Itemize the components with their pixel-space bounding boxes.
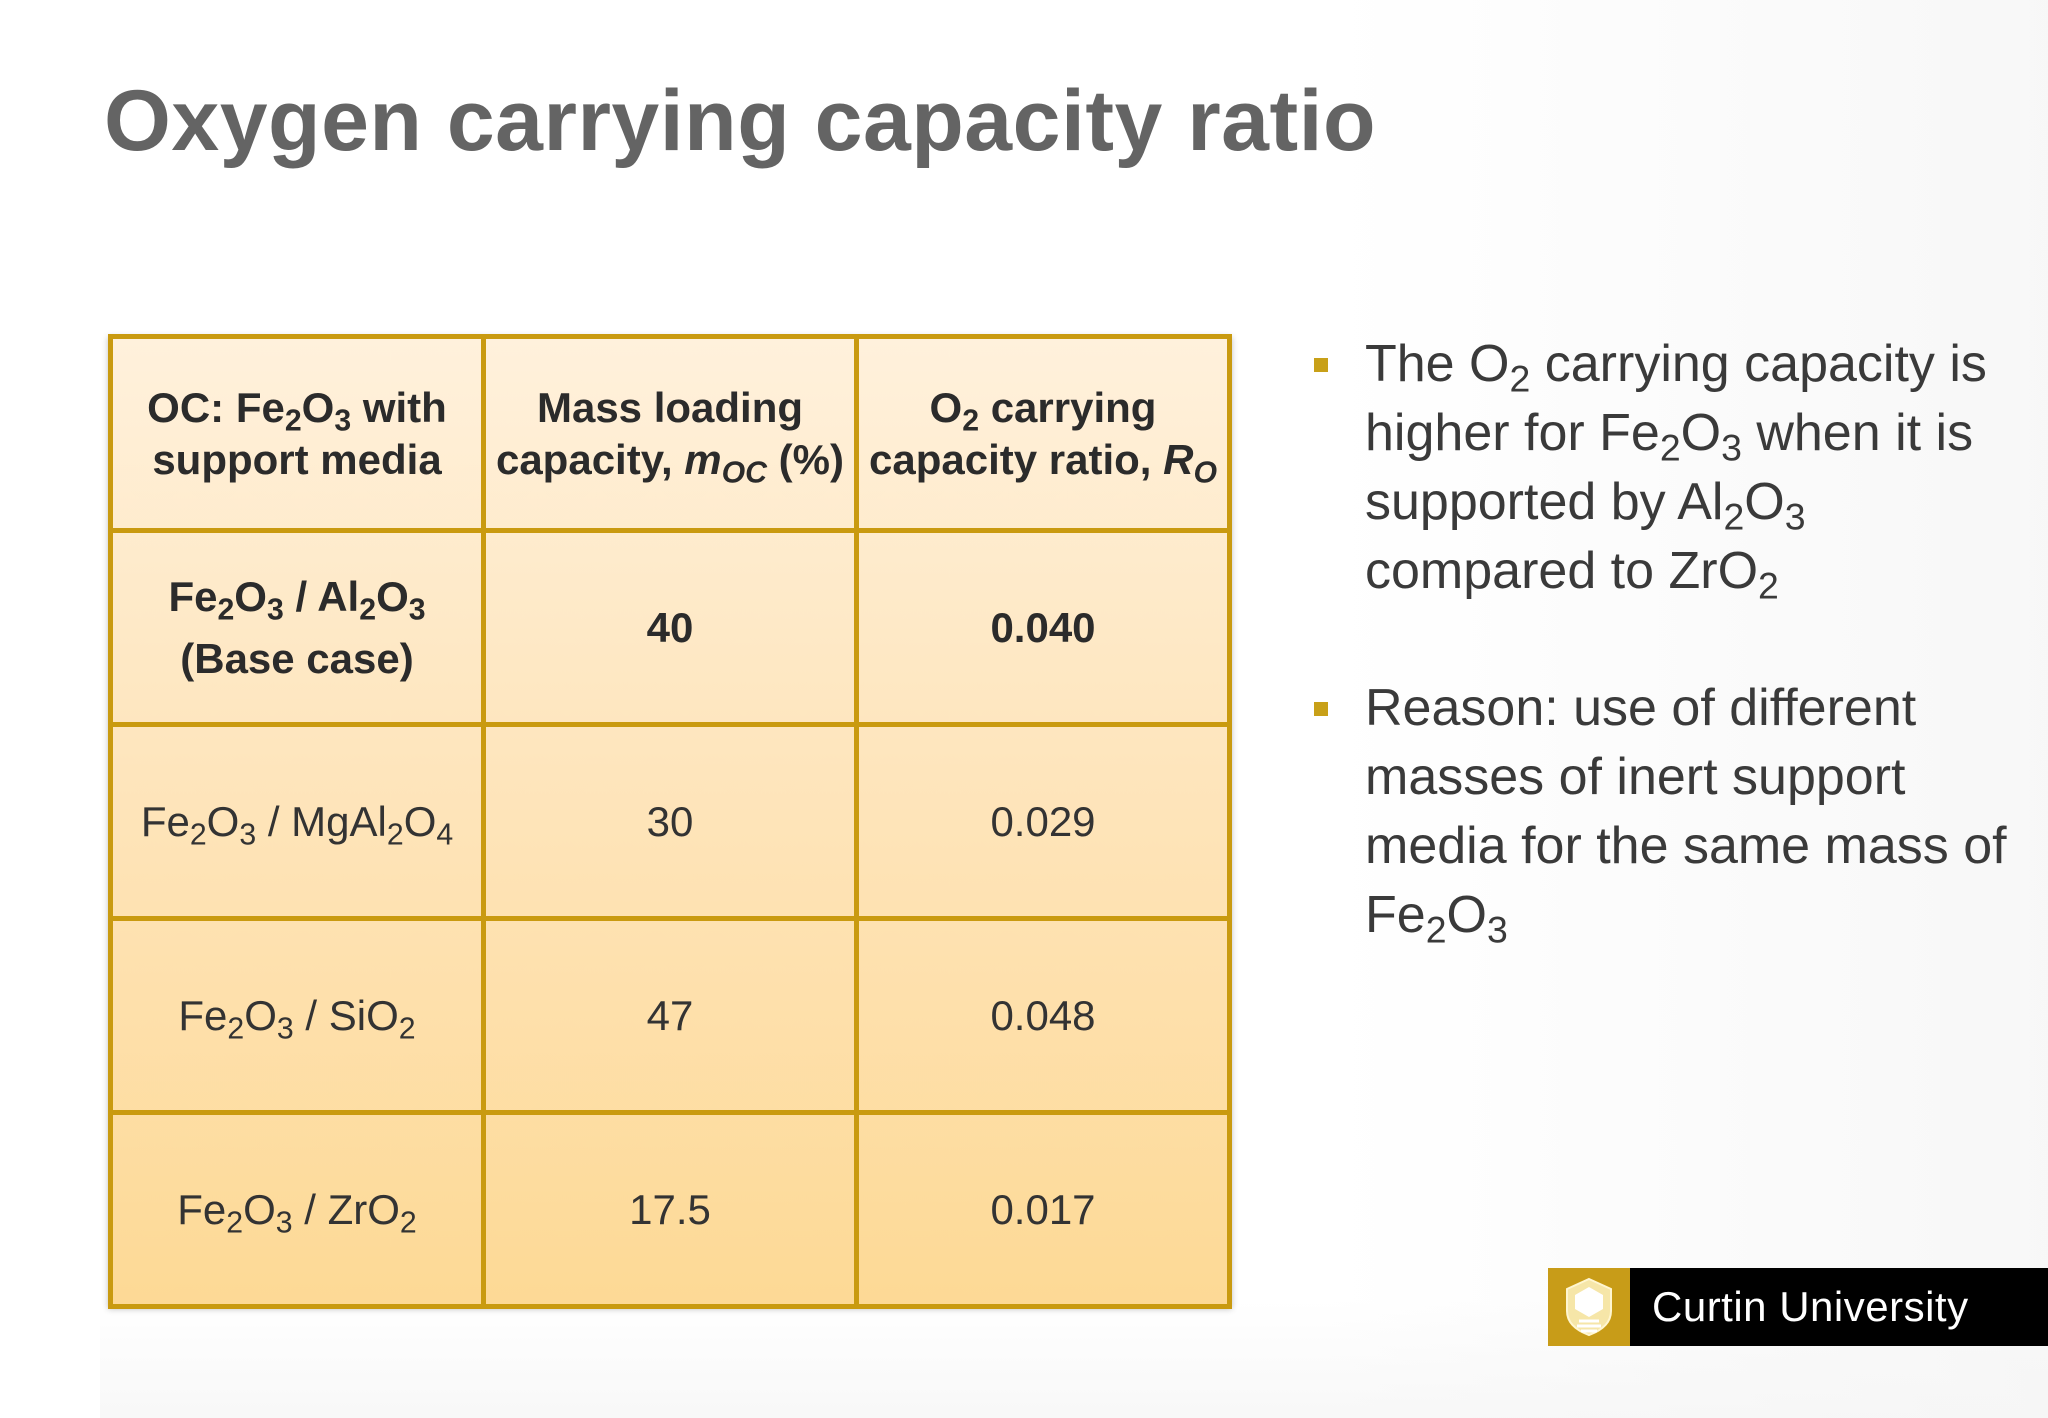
header-mass-loading: Mass loading capacity, mOC (%) <box>481 334 859 533</box>
cell-mass-loading: 30 <box>481 722 859 921</box>
data-table-container: OC: Fe2O3 with support media Mass loadin… <box>108 334 1232 1309</box>
table-row: Fe2O3 / MgAl2O4 30 0.029 <box>108 722 1232 921</box>
data-table: OC: Fe2O3 with support media Mass loadin… <box>108 334 1232 1309</box>
table-row: Fe2O3 / ZrO2 17.5 0.017 <box>108 1110 1232 1309</box>
square-bullet-icon <box>1314 702 1328 716</box>
slide-title: Oxygen carrying capacity ratio <box>104 73 1377 169</box>
header-o2-ratio: O2 carrying capacity ratio, RO <box>854 334 1232 533</box>
square-bullet-icon <box>1314 358 1328 372</box>
table-row: Fe2O3 / Al2O3 (Base case) 40 0.040 <box>108 528 1232 727</box>
curtin-university-logo: Curtin University <box>1548 1268 2048 1346</box>
cell-ratio: 0.040 <box>854 528 1232 727</box>
cell-ratio: 0.048 <box>854 916 1232 1115</box>
logo-text: Curtin University <box>1652 1283 1969 1330</box>
bullet-capacity-comparison: The O2 carrying capacity is higher for F… <box>1310 330 2010 606</box>
university-crest-icon <box>1548 1268 1630 1346</box>
cell-mass-loading: 17.5 <box>481 1110 859 1309</box>
cell-ratio: 0.029 <box>854 722 1232 921</box>
cell-mass-loading: 40 <box>481 528 859 727</box>
table-header-row: OC: Fe2O3 with support media Mass loadin… <box>108 334 1232 533</box>
header-oc-support-media: OC: Fe2O3 with support media <box>108 334 486 533</box>
bullet-reason: Reason: use of different masses of inert… <box>1310 674 2010 950</box>
bullet-list: The O2 carrying capacity is higher for F… <box>1310 330 2010 1018</box>
background-shade-right <box>1330 0 2048 1418</box>
cell-ratio: 0.017 <box>854 1110 1232 1309</box>
table-row: Fe2O3 / SiO2 47 0.048 <box>108 916 1232 1115</box>
cell-oc: Fe2O3 / Al2O3 (Base case) <box>108 528 486 727</box>
cell-oc: Fe2O3 / ZrO2 <box>108 1110 486 1309</box>
cell-oc: Fe2O3 / SiO2 <box>108 916 486 1115</box>
cell-oc: Fe2O3 / MgAl2O4 <box>108 722 486 921</box>
cell-mass-loading: 47 <box>481 916 859 1115</box>
